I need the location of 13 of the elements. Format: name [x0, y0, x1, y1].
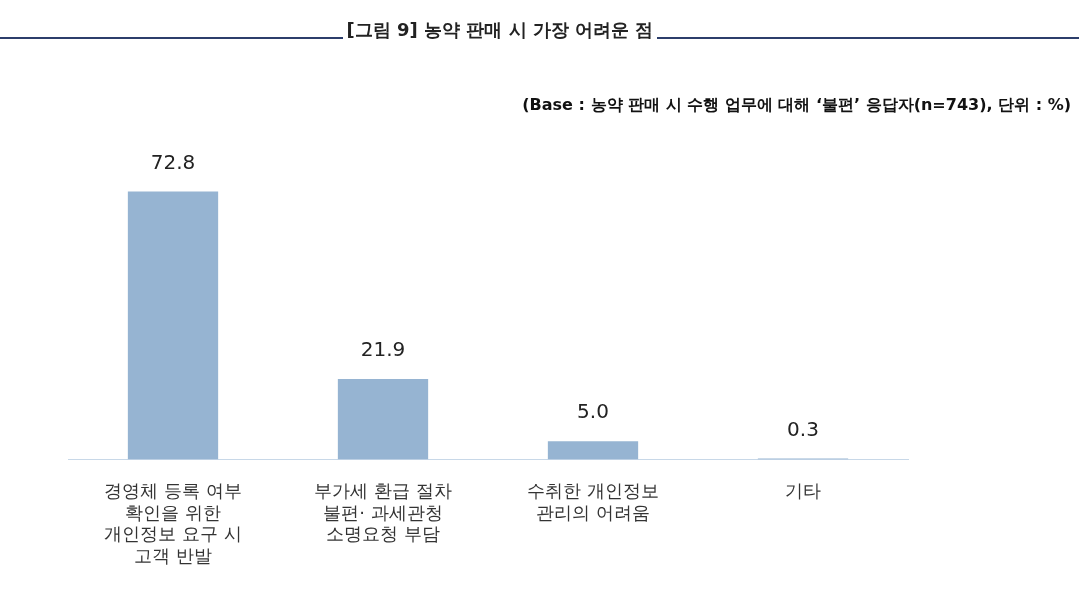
- bar: [547, 441, 639, 460]
- bar: [127, 191, 219, 460]
- bar: [337, 378, 429, 460]
- data-label: 21.9: [360, 337, 406, 362]
- x-tick-label: 수취한 개인정보 관리의 어려움: [527, 480, 659, 523]
- data-label: 0.3: [787, 416, 819, 441]
- chart-title: [그림 9] 농약 판매 시 가장 어려운 점: [342, 19, 658, 40]
- x-tick-label: 경영체 등록 여부 확인을 위한 개인정보 요구 시 고객 반발: [104, 480, 242, 566]
- data-label: 72.8: [150, 149, 196, 174]
- data-label: 5.0: [577, 399, 609, 424]
- x-tick-label: 기타: [785, 480, 821, 502]
- chart-subtitle: (Base : 농약 판매 시 수행 업무에 대해 ‘불편’ 응답자(n=743), 단위 : %): [522, 95, 1071, 116]
- x-tick-label: 부가세 환급 절차 불편· 과세관청 소명요청 부담: [314, 480, 452, 545]
